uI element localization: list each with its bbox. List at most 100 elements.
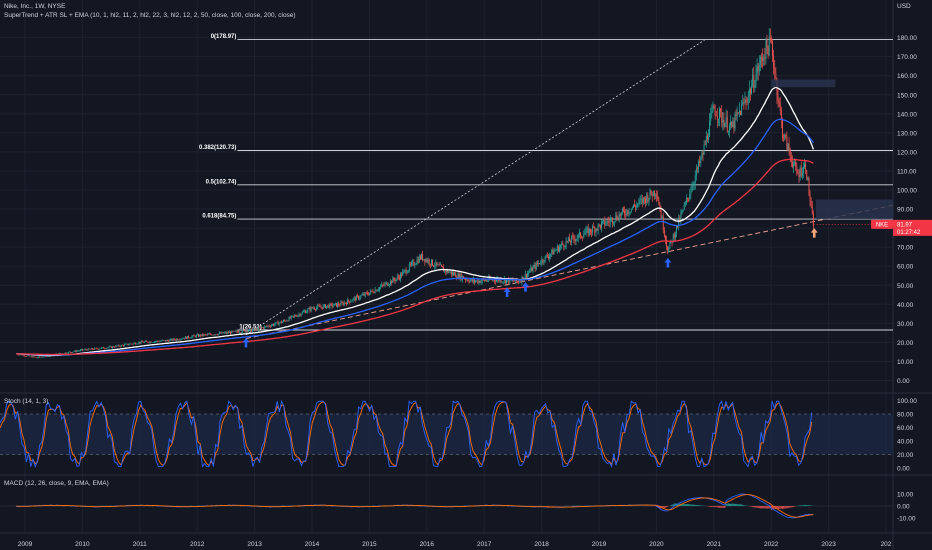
candle-body — [255, 328, 257, 330]
candle-body — [434, 266, 436, 267]
candle-body — [32, 356, 34, 358]
candle-body — [162, 340, 164, 341]
time-tick-label: 2010 — [75, 541, 90, 548]
target-arrow — [810, 228, 818, 238]
candle-body — [458, 273, 460, 279]
candle-body — [733, 121, 735, 129]
candle-body — [678, 217, 680, 228]
candle-body — [317, 305, 319, 308]
macd-pane[interactable] — [0, 493, 893, 519]
candle-body — [429, 264, 431, 265]
candle-body — [808, 177, 810, 195]
candle-body — [66, 353, 68, 354]
candle-body — [706, 135, 708, 140]
candle-body — [567, 237, 569, 242]
candle-body — [191, 336, 193, 338]
candle-body — [273, 324, 275, 326]
candle-body — [220, 332, 222, 334]
candle-body — [224, 332, 226, 333]
candle-body — [673, 234, 675, 239]
candle-body — [360, 295, 362, 298]
candle-body — [104, 348, 106, 350]
candle-body — [478, 280, 480, 283]
candle-body — [544, 255, 546, 262]
candle-body — [117, 345, 119, 347]
candle-body — [73, 351, 75, 353]
candle-body — [411, 262, 413, 265]
macd-histogram-bar — [712, 506, 714, 507]
candle-body — [702, 152, 704, 155]
candle-body — [107, 347, 109, 349]
candle-body — [459, 273, 461, 279]
candle-body — [444, 269, 446, 272]
candle-body — [453, 272, 454, 275]
macd-histogram-bar — [740, 504, 742, 506]
candle-body — [436, 262, 438, 265]
candle-body — [770, 40, 772, 41]
time-tick-label: 2011 — [133, 541, 147, 548]
candle-body — [106, 347, 108, 349]
candle-body — [410, 264, 411, 265]
candle-body — [597, 224, 599, 231]
candle-body — [532, 267, 534, 272]
candle-body — [105, 348, 107, 350]
candle-body — [713, 105, 715, 109]
candle-body — [408, 264, 410, 271]
candle-body — [139, 342, 141, 344]
macd-histogram-bar — [781, 506, 783, 509]
candle-body — [155, 341, 156, 343]
candle-body — [134, 342, 135, 344]
buy-signal-arrow — [503, 287, 511, 297]
candle-body — [577, 234, 579, 239]
candle-body — [325, 304, 326, 309]
fib-retracement[interactable]: 0(178.97) 0.382(120.73) 0.5(102.74) 0.618(8… — [199, 34, 893, 330]
candle-body — [503, 279, 505, 282]
candle-body — [762, 58, 764, 61]
candle-body — [802, 167, 804, 174]
candle-body — [236, 330, 238, 332]
candle-body — [221, 332, 223, 334]
candle-body — [787, 143, 789, 150]
candle-body — [725, 117, 727, 124]
candle-body — [609, 219, 611, 223]
candle-body — [158, 341, 160, 342]
candle-body — [370, 290, 372, 293]
candle-body — [20, 354, 22, 356]
candle-body — [175, 338, 177, 341]
macd-histogram-bar — [694, 504, 696, 506]
candle-body — [240, 332, 241, 334]
candle-body — [214, 334, 216, 335]
candle-body — [172, 338, 174, 341]
trend-lines[interactable] — [245, 39, 894, 340]
macd-histogram-bar — [732, 503, 734, 506]
macd-histogram-bar — [753, 506, 755, 508]
candle-body — [391, 280, 393, 284]
candle-body — [606, 220, 608, 224]
price-tick-label: 110.00 — [897, 168, 917, 175]
candle-body — [380, 286, 382, 288]
candle-body — [747, 95, 749, 103]
candle-body — [583, 234, 585, 238]
macd-histogram-bar — [661, 506, 663, 509]
price-zones[interactable] — [771, 79, 893, 220]
candle-body — [751, 85, 753, 94]
candlestick-series — [15, 28, 814, 359]
candle-body — [373, 292, 375, 294]
candle-body — [795, 162, 797, 167]
stoch-pane[interactable] — [0, 399, 893, 468]
candle-body — [389, 284, 390, 286]
ema-line — [16, 118, 814, 356]
candle-body — [170, 339, 172, 340]
candle-body — [76, 350, 78, 352]
macd-legend: MACD (12, 26, close, 9, EMA, EMA) — [4, 480, 109, 487]
price-tick-label: 60.00 — [897, 264, 914, 271]
candle-body — [281, 321, 283, 323]
candle-body — [332, 305, 334, 307]
candle-body — [204, 334, 206, 335]
price-tick-label: 20.00 — [897, 340, 914, 347]
candle-body — [65, 352, 67, 354]
candle-body — [19, 354, 21, 356]
price-tick-label: 70.00 — [897, 245, 914, 252]
candle-body — [701, 152, 703, 158]
